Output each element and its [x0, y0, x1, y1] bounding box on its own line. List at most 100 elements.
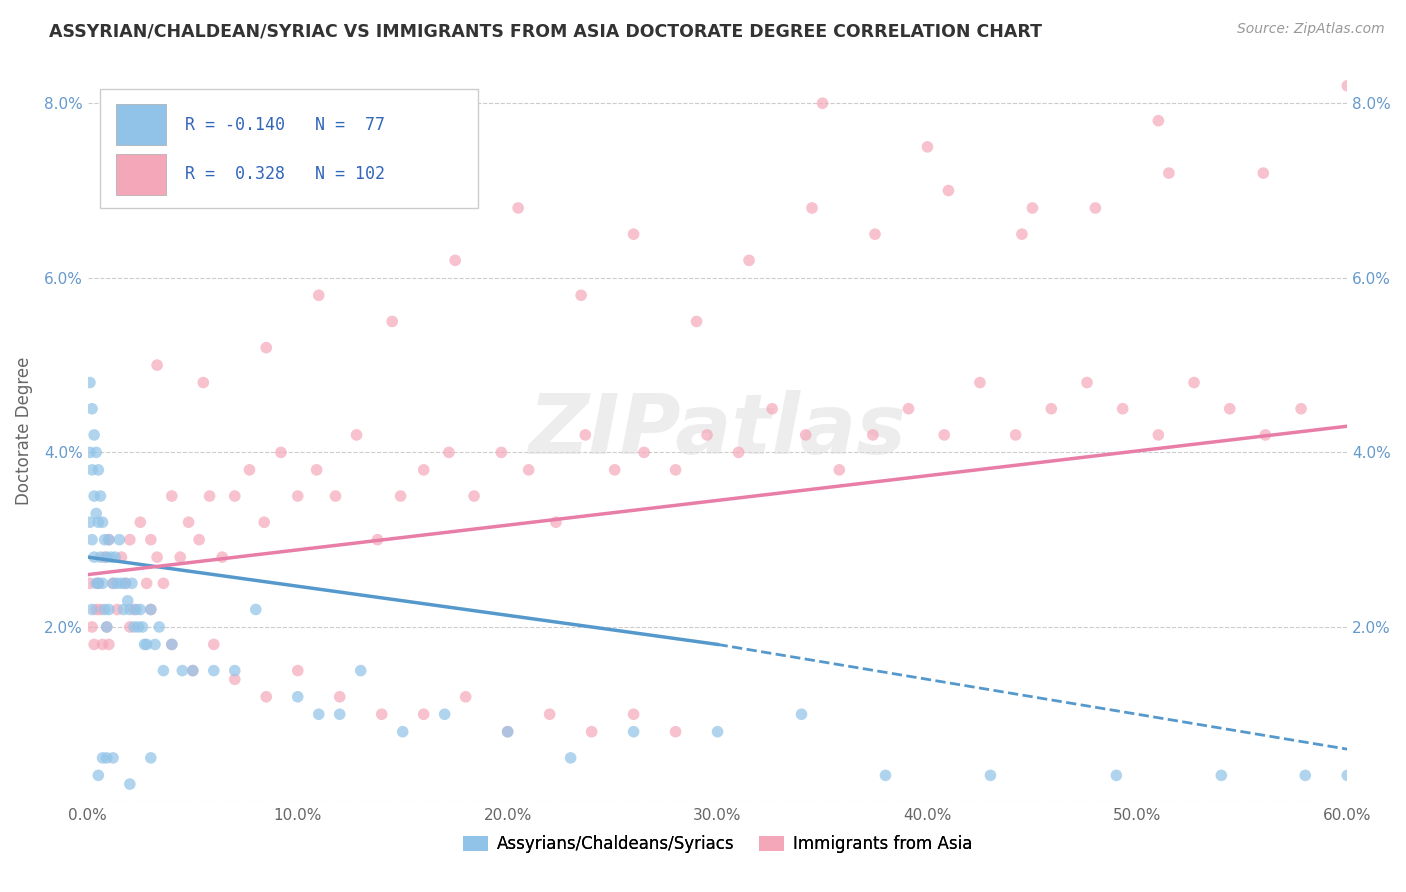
Point — [1076, 376, 1098, 390]
Point — [134, 637, 156, 651]
Point — [100, 550, 122, 565]
Point — [135, 576, 157, 591]
Point — [1147, 113, 1170, 128]
Point — [148, 620, 170, 634]
Point — [897, 401, 920, 416]
Point — [152, 576, 174, 591]
Point — [118, 602, 141, 616]
Point — [202, 664, 225, 678]
Point — [93, 550, 115, 565]
Point — [96, 620, 118, 634]
Point — [84, 445, 107, 459]
Point — [79, 376, 101, 390]
Point — [862, 428, 884, 442]
Point — [96, 550, 118, 565]
Point — [83, 489, 105, 503]
Point — [160, 637, 183, 651]
Point — [329, 707, 352, 722]
Point — [108, 533, 131, 547]
Point — [801, 201, 824, 215]
Point — [574, 428, 596, 442]
Point — [1182, 376, 1205, 390]
Point — [97, 602, 120, 616]
Point — [1253, 166, 1275, 180]
Point — [381, 314, 404, 328]
Point — [685, 314, 707, 328]
Point — [538, 707, 561, 722]
Legend: Assyrians/Chaldeans/Syriacs, Immigrants from Asia: Assyrians/Chaldeans/Syriacs, Immigrants … — [457, 829, 979, 860]
Point — [412, 707, 434, 722]
Point — [1111, 401, 1133, 416]
Point — [110, 576, 132, 591]
Point — [664, 463, 686, 477]
Point — [1157, 166, 1180, 180]
Point — [89, 489, 111, 503]
Point — [1254, 428, 1277, 442]
Point — [79, 576, 101, 591]
Point — [305, 463, 328, 477]
Point — [623, 227, 645, 242]
Point — [83, 637, 105, 651]
Point — [117, 594, 139, 608]
Point — [253, 515, 276, 529]
Point — [1021, 201, 1043, 215]
Point — [863, 227, 886, 242]
Point — [245, 602, 267, 616]
Point — [122, 620, 145, 634]
Point — [125, 602, 148, 616]
Y-axis label: Doctorate Degree: Doctorate Degree — [15, 357, 32, 505]
Point — [84, 576, 107, 591]
Point — [122, 602, 145, 616]
Point — [934, 428, 956, 442]
Point — [80, 620, 103, 634]
Point — [114, 576, 136, 591]
Point — [350, 664, 373, 678]
Point — [761, 401, 783, 416]
Point — [97, 637, 120, 651]
Point — [1336, 78, 1358, 93]
Point — [114, 576, 136, 591]
Text: ASSYRIAN/CHALDEAN/SYRIAC VS IMMIGRANTS FROM ASIA DOCTORATE DEGREE CORRELATION CH: ASSYRIAN/CHALDEAN/SYRIAC VS IMMIGRANTS F… — [49, 22, 1042, 40]
FancyBboxPatch shape — [100, 89, 478, 208]
Point — [91, 751, 114, 765]
Point — [104, 550, 127, 565]
Point — [496, 724, 519, 739]
Point — [254, 690, 277, 704]
Point — [101, 751, 124, 765]
Point — [87, 576, 110, 591]
Point — [1294, 768, 1316, 782]
Point — [938, 184, 960, 198]
Text: Source: ZipAtlas.com: Source: ZipAtlas.com — [1237, 22, 1385, 37]
Point — [79, 445, 101, 459]
Point — [969, 376, 991, 390]
Point — [131, 620, 153, 634]
Point — [254, 341, 277, 355]
FancyBboxPatch shape — [115, 104, 166, 145]
Point — [1084, 201, 1107, 215]
Text: ZIPatlas: ZIPatlas — [529, 390, 907, 471]
Point — [1004, 428, 1026, 442]
Point — [129, 602, 152, 616]
FancyBboxPatch shape — [115, 153, 166, 194]
Point — [198, 489, 221, 503]
Point — [129, 515, 152, 529]
Point — [80, 533, 103, 547]
Point — [143, 637, 166, 651]
Point — [560, 751, 582, 765]
Point — [87, 463, 110, 477]
Point — [569, 288, 592, 302]
Point — [172, 664, 194, 678]
Point — [96, 751, 118, 765]
Point — [412, 463, 434, 477]
Point — [623, 707, 645, 722]
Point — [917, 140, 939, 154]
Point — [80, 602, 103, 616]
Point — [139, 751, 162, 765]
Point — [1219, 401, 1241, 416]
Point — [97, 533, 120, 547]
Point — [1147, 428, 1170, 442]
Point — [188, 533, 211, 547]
Point — [811, 96, 834, 111]
Point — [437, 445, 460, 459]
Text: R = -0.140   N =  77: R = -0.140 N = 77 — [184, 116, 385, 134]
